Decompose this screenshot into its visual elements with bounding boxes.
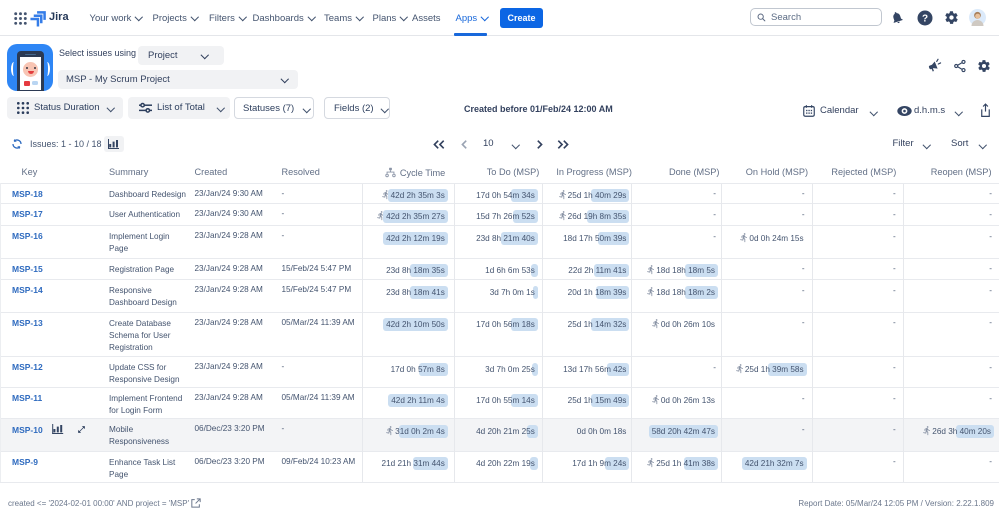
svg-text:?: ? bbox=[922, 14, 928, 25]
